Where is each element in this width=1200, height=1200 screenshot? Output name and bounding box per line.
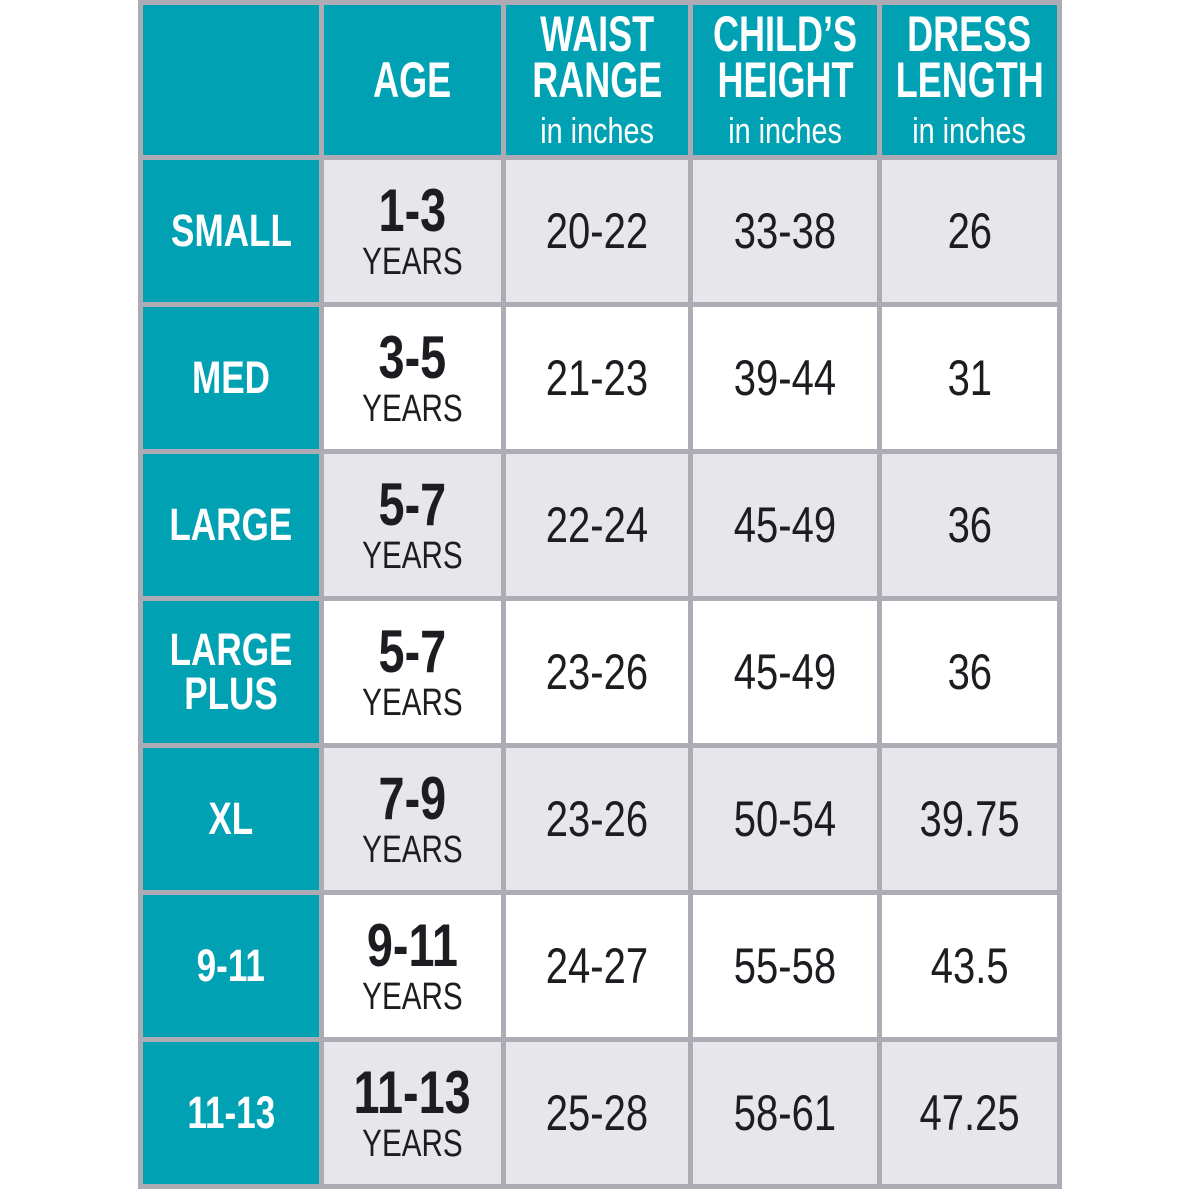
- child-height-cell: 58-61: [693, 1042, 877, 1184]
- age-unit: YEARS: [362, 388, 463, 430]
- column-header-label: CHILD’S: [713, 6, 857, 62]
- waist-range: 21-23: [545, 350, 649, 406]
- waist-range: 22-24: [545, 497, 649, 553]
- size-label: MED: [192, 351, 270, 403]
- dress-length-value: 47.25: [919, 1085, 1020, 1141]
- size-label-cell: 9-11: [143, 895, 319, 1037]
- waist-range: 24-27: [545, 938, 649, 994]
- size-label-cell: LARGE: [143, 454, 319, 596]
- age-unit: YEARS: [362, 682, 463, 724]
- age-cell: 3-5 YEARS: [324, 307, 501, 449]
- column-header-unit: in inches: [728, 110, 842, 151]
- size-label: 9-11: [196, 939, 266, 991]
- column-header-label: HEIGHT: [716, 52, 854, 108]
- dress-length-value: 43.5: [930, 938, 1009, 994]
- age-range: 5-7: [378, 471, 447, 538]
- waist-range: 23-26: [545, 791, 649, 847]
- column-header-label: DRESS: [907, 6, 1032, 62]
- dress-length-value: 26: [947, 203, 992, 259]
- size-label-cell: SMALL: [143, 160, 319, 302]
- age-unit: YEARS: [362, 535, 463, 577]
- dress-length-cell: 47.25: [882, 1042, 1057, 1184]
- dress-length-value: 39.75: [919, 791, 1020, 847]
- dress-length-cell: 26: [882, 160, 1057, 302]
- size-chart-table: AGE WAIST RANGE in inches CHILD’S HEIGHT…: [138, 0, 1062, 1189]
- size-label-cell: XL: [143, 748, 319, 890]
- age-unit: YEARS: [362, 1123, 463, 1165]
- waist-cell: 23-26: [506, 748, 688, 890]
- waist-range: 23-26: [545, 644, 649, 700]
- child-height-range: 33-38: [733, 203, 837, 259]
- dress-length-value: 31: [947, 350, 992, 406]
- waist-cell: 22-24: [506, 454, 688, 596]
- child-height-cell: 50-54: [693, 748, 877, 890]
- age-cell: 11-13 YEARS: [324, 1042, 501, 1184]
- waist-cell: 20-22: [506, 160, 688, 302]
- age-cell: 1-3 YEARS: [324, 160, 501, 302]
- size-label-cell: MED: [143, 307, 319, 449]
- waist-range: 20-22: [545, 203, 649, 259]
- dress-length-cell: 36: [882, 601, 1057, 743]
- age-cell: 9-11 YEARS: [324, 895, 501, 1037]
- column-header-unit: in inches: [540, 110, 654, 151]
- waist-cell: 21-23: [506, 307, 688, 449]
- age-range: 5-7: [378, 618, 447, 685]
- child-height-cell: 45-49: [693, 601, 877, 743]
- age-cell: 5-7 YEARS: [324, 454, 501, 596]
- age-range: 9-11: [366, 912, 459, 979]
- dress-length-value: 36: [947, 644, 992, 700]
- dress-length-cell: 39.75: [882, 748, 1057, 890]
- age-unit: YEARS: [362, 829, 463, 871]
- age-range: 3-5: [378, 324, 447, 391]
- dress-length-cell: 36: [882, 454, 1057, 596]
- column-header-label: RANGE: [531, 52, 663, 108]
- child-height-range: 58-61: [733, 1085, 837, 1141]
- age-unit: YEARS: [362, 241, 463, 283]
- waist-cell: 23-26: [506, 601, 688, 743]
- child-height-cell: 33-38: [693, 160, 877, 302]
- child-height-range: 55-58: [733, 938, 837, 994]
- waist-range: 25-28: [545, 1085, 649, 1141]
- child-height-cell: 45-49: [693, 454, 877, 596]
- header-cell-waist-range: WAIST RANGE in inches: [506, 5, 688, 155]
- header-cell-childs-height: CHILD’S HEIGHT in inches: [693, 5, 877, 155]
- header-cell-blank: [143, 5, 319, 155]
- child-height-range: 45-49: [733, 497, 837, 553]
- size-label-cell: LARGE PLUS: [143, 601, 319, 743]
- age-unit: YEARS: [362, 976, 463, 1018]
- column-header-label: WAIST: [539, 6, 654, 62]
- age-cell: 5-7 YEARS: [324, 601, 501, 743]
- age-range: 7-9: [378, 765, 447, 832]
- dress-length-cell: 43.5: [882, 895, 1057, 1037]
- size-label: SMALL: [170, 204, 292, 256]
- column-header-unit: in inches: [912, 110, 1027, 151]
- age-range: 11-13: [353, 1059, 472, 1126]
- age-cell: 7-9 YEARS: [324, 748, 501, 890]
- age-range: 1-3: [378, 177, 447, 244]
- child-height-cell: 39-44: [693, 307, 877, 449]
- column-header-label: AGE: [373, 52, 452, 108]
- size-label: LARGE: [169, 498, 293, 550]
- waist-cell: 25-28: [506, 1042, 688, 1184]
- size-label-cell: 11-13: [143, 1042, 319, 1184]
- column-header-label: LENGTH: [895, 52, 1044, 108]
- header-cell-age: AGE: [324, 5, 501, 155]
- size-label: 11-13: [187, 1086, 275, 1138]
- dress-length-value: 36: [947, 497, 992, 553]
- size-label: XL: [208, 792, 254, 844]
- dress-length-cell: 31: [882, 307, 1057, 449]
- child-height-range: 45-49: [733, 644, 837, 700]
- size-label: LARGE PLUS: [169, 623, 293, 719]
- child-height-cell: 55-58: [693, 895, 877, 1037]
- child-height-range: 50-54: [733, 791, 837, 847]
- header-cell-dress-length: DRESS LENGTH in inches: [882, 5, 1057, 155]
- waist-cell: 24-27: [506, 895, 688, 1037]
- child-height-range: 39-44: [733, 350, 837, 406]
